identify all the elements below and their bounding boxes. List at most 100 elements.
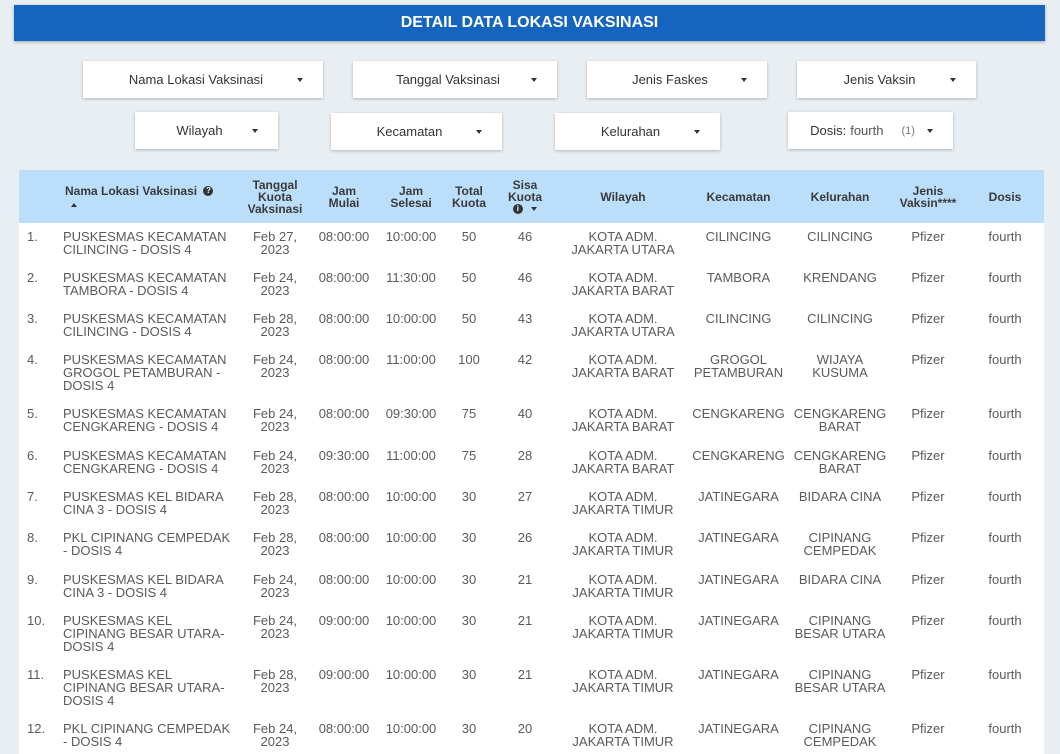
cell-index: 5. (27, 406, 38, 421)
cell-total-kuota: 30 (461, 613, 477, 628)
cell-wilayah: KOTA ADM. JAKARTA TIMUR (572, 489, 674, 517)
table-header-row: Nama Lokasi Vaksinasi ? Tanggal Kuota Va… (19, 170, 1044, 223)
cell-kelurahan: CIPINANG BESAR UTARA (794, 613, 886, 641)
cell-nama-lokasi: PUSKESMAS KEL BIDARA CINA 3 - DOSIS 4 (63, 489, 223, 517)
cell-tanggal: Feb 28, 2023 (252, 530, 298, 558)
column-header-total-kuota[interactable]: Total Kuota (452, 183, 486, 210)
cell-wilayah: KOTA ADM. JAKARTA TIMUR (572, 721, 674, 749)
table-body: 1. PUSKESMAS KECAMATAN CILINCING - DOSIS … (19, 223, 1044, 754)
cell-jam-mulai: 08:00:00 (318, 229, 370, 244)
cell-dosis: fourth (988, 406, 1022, 421)
filter-nama-lokasi-vaksinasi[interactable]: Nama Lokasi Vaksinasi (83, 61, 323, 98)
cell-jam-selesai: 10:00:00 (385, 667, 437, 682)
cell-dosis: fourth (988, 721, 1022, 736)
info-icon[interactable]: i (512, 204, 523, 215)
cell-sisa-kuota: 28 (517, 448, 533, 463)
page-title: DETAIL DATA LOKASI VAKSINASI (14, 5, 1045, 41)
table-row[interactable]: 5. PUSKESMAS KECAMATAN CENGKARENG - DOSIS… (19, 400, 1044, 442)
filter-kecamatan[interactable]: Kecamatan (331, 113, 502, 150)
table-row[interactable]: 11. PUSKESMAS KEL CIPINANG BESAR UTARA-DO… (19, 661, 1044, 715)
cell-wilayah: KOTA ADM. JAKARTA BARAT (571, 448, 675, 476)
cell-wilayah: KOTA ADM. JAKARTA TIMUR (572, 667, 674, 695)
cell-jam-selesai: 10:00:00 (385, 489, 437, 504)
column-header-sisa-kuota[interactable]: Sisa Kuota i (491, 170, 559, 223)
cell-index: 1. (27, 229, 38, 244)
sort-descending-icon (531, 207, 538, 212)
dropdown-arrow-icon (297, 77, 303, 82)
cell-dosis: fourth (988, 489, 1022, 504)
cell-dosis: fourth (988, 229, 1022, 244)
cell-kelurahan: CIPINANG CEMPEDAK (803, 530, 877, 558)
cell-jam-mulai: 08:00:00 (318, 352, 370, 367)
column-header-dosis[interactable]: Dosis (988, 189, 1022, 204)
cell-total-kuota: 75 (461, 406, 477, 421)
cell-sisa-kuota: 42 (517, 352, 533, 367)
cell-jam-mulai: 08:00:00 (318, 270, 370, 285)
table-row[interactable]: 3. PUSKESMAS KECAMATAN CILINCING - DOSIS … (19, 305, 1044, 346)
column-header-kecamatan[interactable]: Kecamatan (706, 189, 771, 204)
cell-dosis: fourth (988, 572, 1022, 587)
dropdown-arrow-icon (476, 129, 482, 134)
filter-dosis[interactable]: Dosis: fourth (1) (788, 112, 953, 149)
column-header-kelurahan[interactable]: Kelurahan (810, 189, 870, 204)
cell-nama-lokasi: PUSKESMAS KEL CIPINANG BESAR UTARA-DOSIS… (63, 667, 225, 708)
cell-jam-mulai: 09:30:00 (318, 448, 370, 463)
column-header-jam-mulai[interactable]: Jam Mulai (328, 183, 360, 210)
help-icon[interactable]: ? (203, 186, 214, 197)
cell-total-kuota: 30 (461, 530, 477, 545)
cell-tanggal: Feb 28, 2023 (252, 489, 298, 517)
cell-total-kuota: 30 (461, 721, 477, 736)
cell-dosis: fourth (988, 448, 1022, 463)
filter-jenis-vaksin[interactable]: Jenis Vaksin (797, 61, 976, 98)
cell-nama-lokasi: PUSKESMAS KECAMATAN CILINCING - DOSIS 4 (63, 229, 227, 257)
column-header-jenis-vaksin[interactable]: Jenis Vaksin**** (899, 183, 957, 210)
cell-jam-mulai: 08:00:00 (318, 721, 370, 736)
dropdown-arrow-icon (741, 77, 747, 82)
cell-dosis: fourth (988, 613, 1022, 628)
column-header-nama-lokasi[interactable]: Nama Lokasi Vaksinasi ? (63, 170, 237, 223)
cell-kelurahan: CENGKARENG BARAT (793, 448, 887, 476)
cell-total-kuota: 50 (461, 311, 477, 326)
cell-jenis-vaksin: Pfizer (911, 489, 945, 504)
cell-wilayah: KOTA ADM. JAKARTA TIMUR (572, 613, 674, 641)
filter-jenis-faskes[interactable]: Jenis Faskes (587, 61, 767, 98)
filter-kelurahan[interactable]: Kelurahan (555, 113, 720, 150)
table-row[interactable]: 2. PUSKESMAS KECAMATAN TAMBORA - DOSIS 4 F… (19, 264, 1044, 305)
column-header-tanggal-kuota[interactable]: Tanggal Kuota Vaksinasi (247, 177, 303, 216)
cell-jam-selesai: 10:00:00 (385, 229, 437, 244)
filter-tanggal-vaksinasi[interactable]: Tanggal Vaksinasi (353, 61, 557, 98)
cell-tanggal: Feb 28, 2023 (252, 311, 298, 339)
table-row[interactable]: 6. PUSKESMAS KECAMATAN CENGKARENG - DOSIS… (19, 442, 1044, 483)
cell-sisa-kuota: 46 (517, 229, 533, 244)
cell-total-kuota: 100 (458, 352, 480, 367)
cell-sisa-kuota: 46 (517, 270, 533, 285)
data-table: Nama Lokasi Vaksinasi ? Tanggal Kuota Va… (19, 170, 1044, 754)
table-row[interactable]: 7. PUSKESMAS KEL BIDARA CINA 3 - DOSIS 4 F… (19, 483, 1044, 524)
cell-kecamatan: CENGKARENG (692, 448, 785, 463)
table-row[interactable]: 10. PUSKESMAS KEL CIPINANG BESAR UTARA-DO… (19, 607, 1044, 661)
table-row[interactable]: 9. PUSKESMAS KEL BIDARA CINA 3 - DOSIS 4 F… (19, 566, 1044, 607)
cell-total-kuota: 75 (461, 448, 477, 463)
cell-wilayah: KOTA ADM. JAKARTA TIMUR (572, 530, 674, 558)
cell-sisa-kuota: 21 (517, 667, 533, 682)
table-row[interactable]: 12. PKL CIPINANG CEMPEDAK - DOSIS 4 Feb 24… (19, 715, 1044, 754)
cell-sisa-kuota: 26 (517, 530, 533, 545)
cell-index: 6. (27, 448, 38, 463)
table-row[interactable]: 4. PUSKESMAS KECAMATAN GROGOL PETAMBURAN … (19, 346, 1044, 400)
column-header-wilayah[interactable]: Wilayah (600, 189, 646, 204)
cell-jam-mulai: 08:00:00 (318, 311, 370, 326)
cell-kecamatan: JATINEGARA (698, 667, 779, 682)
cell-dosis: fourth (988, 311, 1022, 326)
cell-kecamatan: GROGOL PETAMBURAN (693, 352, 784, 380)
cell-sisa-kuota: 20 (517, 721, 533, 736)
filter-label: Dosis: (810, 123, 847, 138)
column-header-jam-selesai[interactable]: Jam Selesai (390, 183, 432, 210)
cell-index: 11. (27, 667, 45, 682)
cell-kelurahan: CILINCING (807, 311, 873, 326)
cell-jam-mulai: 09:00:00 (318, 613, 370, 628)
table-row[interactable]: 8. PKL CIPINANG CEMPEDAK - DOSIS 4 Feb 28,… (19, 524, 1044, 566)
cell-jam-mulai: 08:00:00 (318, 572, 370, 587)
table-row[interactable]: 1. PUSKESMAS KECAMATAN CILINCING - DOSIS … (19, 223, 1044, 264)
cell-total-kuota: 30 (461, 572, 477, 587)
filter-wilayah[interactable]: Wilayah (135, 112, 278, 149)
